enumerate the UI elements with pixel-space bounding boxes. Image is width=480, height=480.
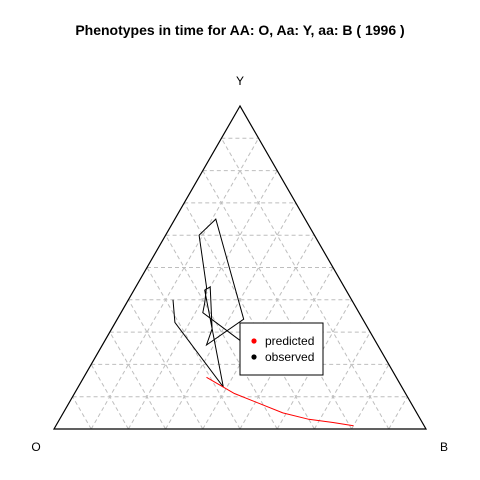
vertex-label-left: O xyxy=(31,440,40,454)
grid-line-2-9 xyxy=(72,396,92,430)
grid-line-1-3 xyxy=(165,202,297,430)
legend-marker-predicted xyxy=(251,338,257,344)
grid-line-2-1 xyxy=(220,138,390,430)
vertex-label-right: B xyxy=(440,440,448,454)
grid-line-2-5 xyxy=(146,267,241,430)
legend: predicted observed xyxy=(239,322,324,376)
grid-line-1-9 xyxy=(388,396,408,430)
series-layer xyxy=(172,218,354,427)
grid-line-1-7 xyxy=(313,331,371,430)
ternary-frame xyxy=(52,104,428,430)
legend-box xyxy=(239,322,324,376)
grid-line-2-6 xyxy=(127,299,204,430)
legend-label-predicted: predicted xyxy=(265,334,314,348)
chart-title: Phenotypes in time for AA: O, Aa: Y, aa:… xyxy=(75,22,404,38)
legend-marker-observed xyxy=(251,354,257,360)
grid-line-2-3 xyxy=(183,202,315,430)
series-line-observed xyxy=(172,218,245,388)
series-line-predicted xyxy=(206,376,354,427)
grid-line-2-7 xyxy=(109,331,167,430)
grid-line-1-8 xyxy=(351,364,390,430)
ternary-grid xyxy=(72,137,408,430)
vertex-label-top: Y xyxy=(236,74,244,88)
grid-line-1-6 xyxy=(276,299,353,430)
grid-line-2-8 xyxy=(90,364,129,430)
legend-label-observed: observed xyxy=(265,350,314,364)
